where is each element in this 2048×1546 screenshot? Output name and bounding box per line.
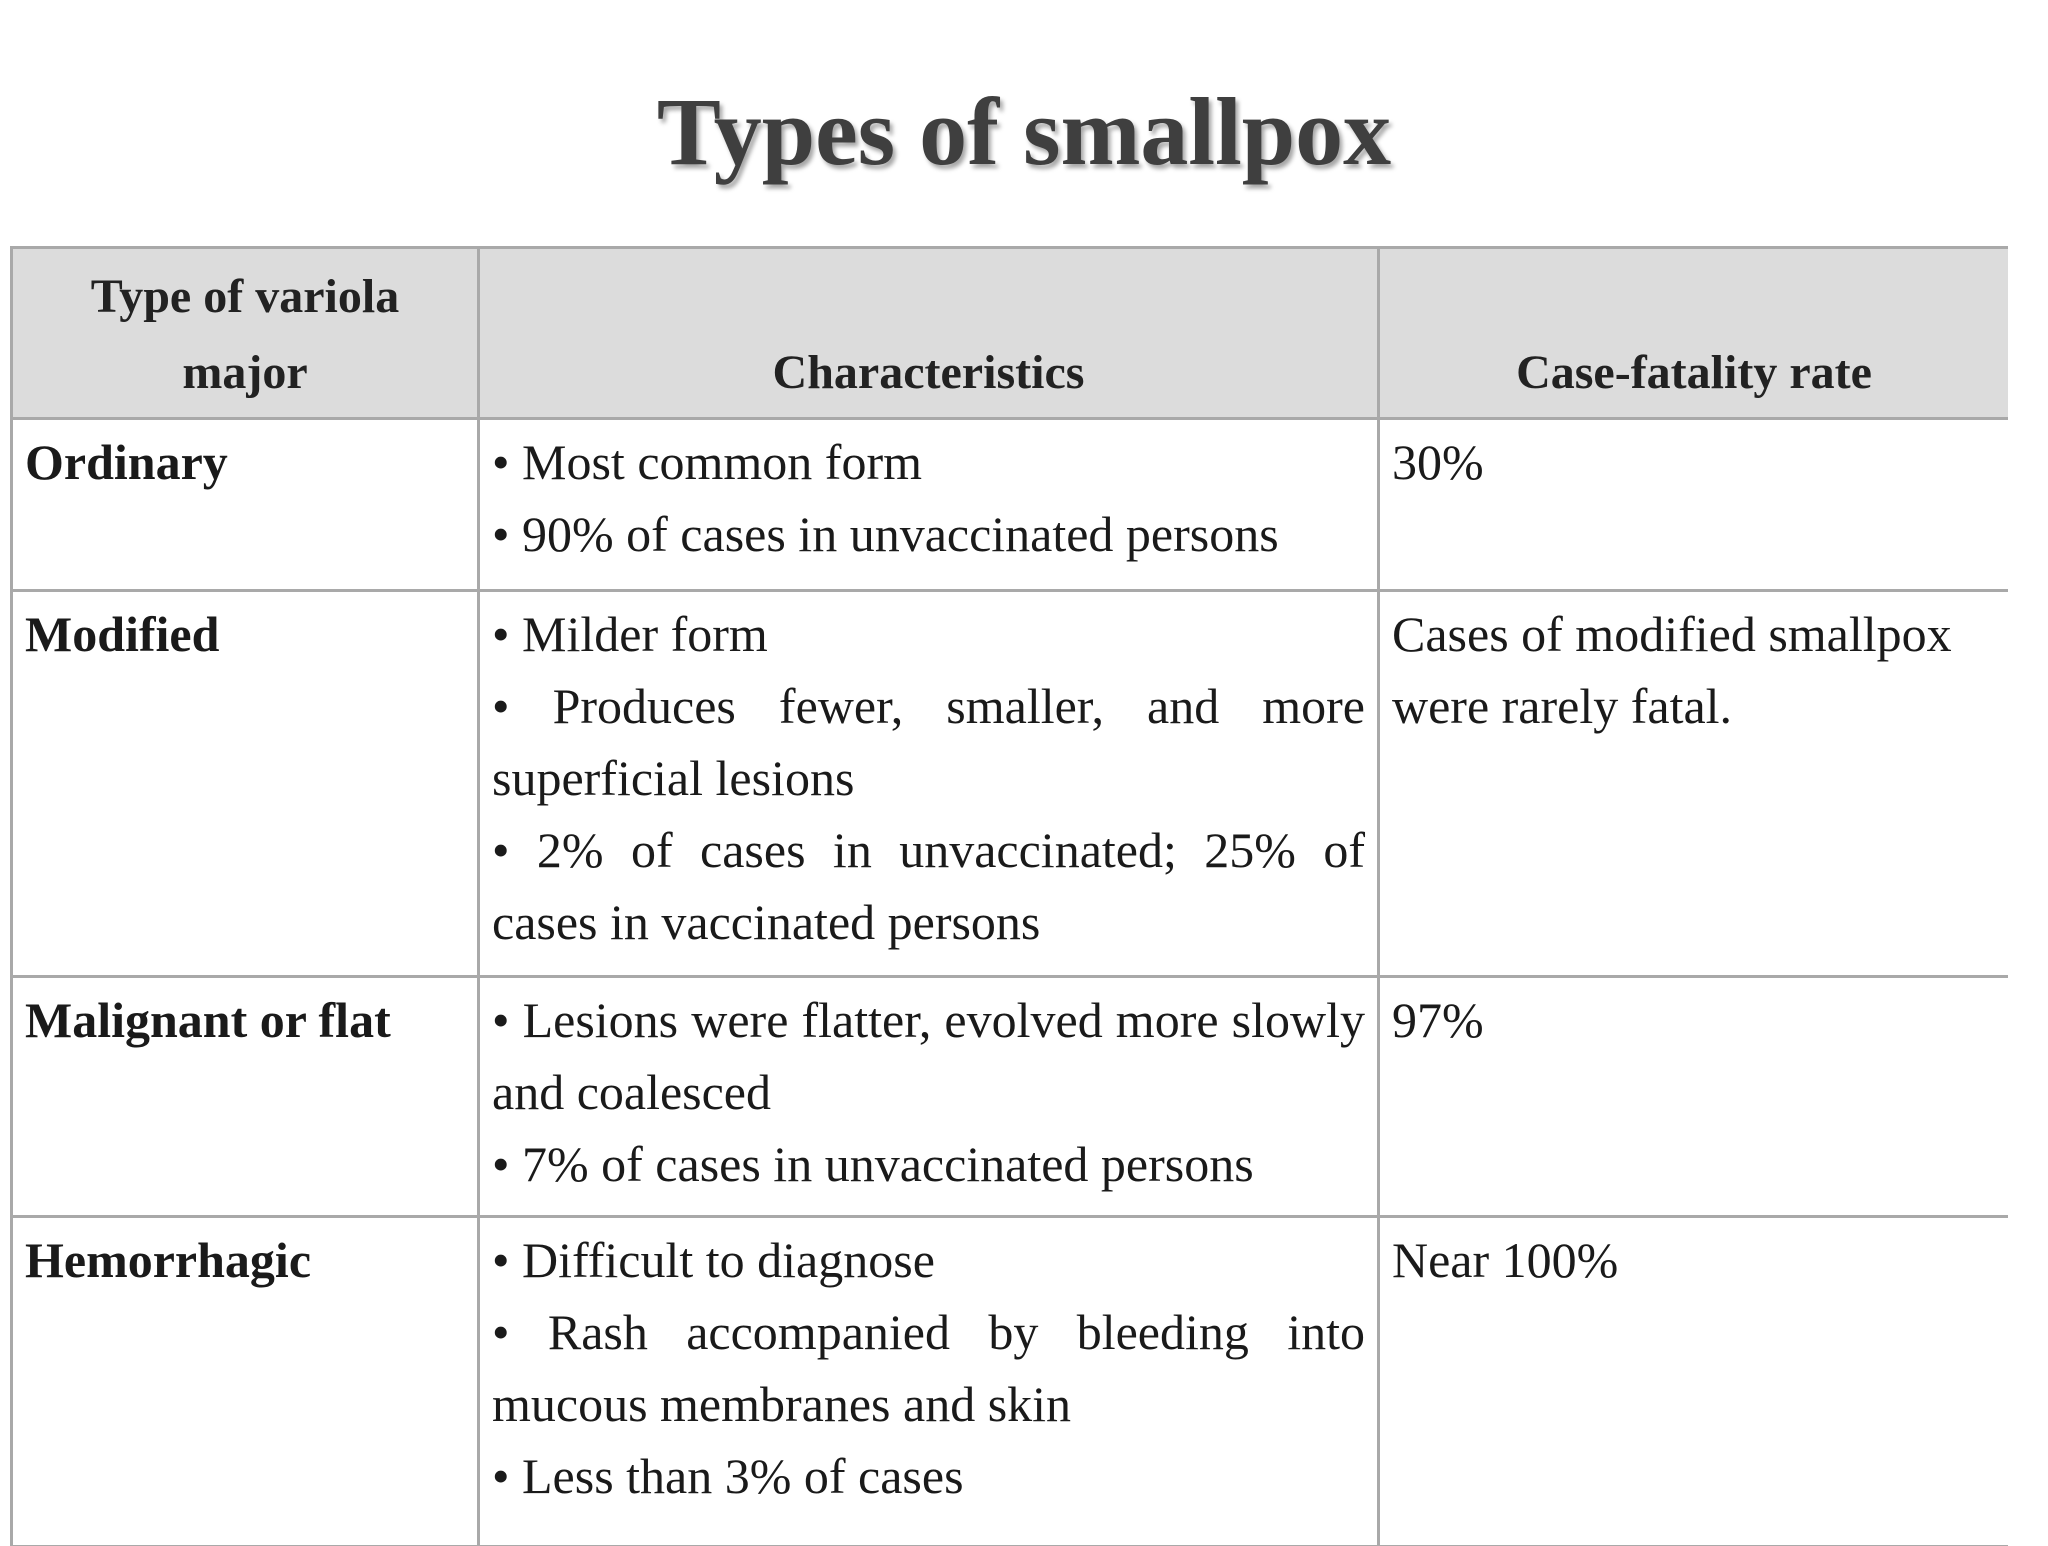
characteristic-item: • 7% of cases in unvaccinated persons [492,1128,1365,1200]
table-header-row: Type of variola major Characteristics Ca… [12,248,2009,419]
rate-cell: 97% [1379,977,2009,1217]
rate-cell: Near 100% [1379,1217,2009,1546]
type-cell: Hemorrhagic [12,1217,479,1546]
header-characteristics: Characteristics [479,248,1379,419]
type-cell: Modified [12,591,479,977]
characteristics-cell: • Milder form • Produces fewer, smaller,… [479,591,1379,977]
type-cell: Malignant or flat [12,977,479,1217]
characteristic-item: • Less than 3% of cases [492,1440,1365,1512]
header-case-fatality-rate: Case-fatality rate [1379,248,2009,419]
rate-cell: Cases of modified smallpox were rarely f… [1379,591,2009,977]
smallpox-types-table: Type of variola major Characteristics Ca… [10,246,2008,1546]
characteristic-item: • Lesions were flatter, evolved more slo… [492,984,1365,1128]
characteristic-item: • 90% of cases in unvaccinated persons [492,498,1365,570]
characteristic-item: • Difficult to diagnose [492,1224,1365,1296]
rate-cell: 30% [1379,419,2009,591]
header-type: Type of variola major [12,248,479,419]
characteristics-cell: • Difficult to diagnose • Rash accompani… [479,1217,1379,1546]
page-title: Types of smallpox [0,72,2048,192]
table-row: Hemorrhagic • Difficult to diagnose • Ra… [12,1217,2009,1546]
table-row: Ordinary • Most common form • 90% of cas… [12,419,2009,591]
characteristic-item: • Most common form [492,426,1365,498]
table-row: Malignant or flat • Lesions were flatter… [12,977,2009,1217]
characteristic-item: • Milder form [492,598,1365,670]
table-row: Modified • Milder form • Produces fewer,… [12,591,2009,977]
smallpox-table-container: Type of variola major Characteristics Ca… [10,246,2008,1546]
characteristic-item: • 2% of cases in unvaccinated; 25% of ca… [492,814,1365,958]
type-cell: Ordinary [12,419,479,591]
characteristics-cell: • Lesions were flatter, evolved more slo… [479,977,1379,1217]
characteristics-cell: • Most common form • 90% of cases in unv… [479,419,1379,591]
characteristic-item: • Rash accompanied by bleeding into muco… [492,1296,1365,1440]
characteristic-item: • Produces fewer, smaller, and more supe… [492,670,1365,814]
